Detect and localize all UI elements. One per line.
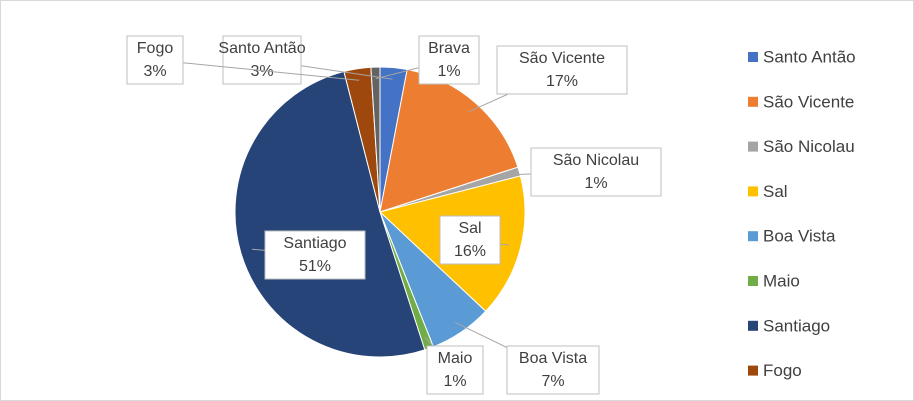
legend-label: Boa Vista	[763, 227, 836, 246]
data-label-name: Santiago	[283, 235, 346, 252]
data-label-box	[418, 35, 480, 85]
data-label-box	[506, 345, 600, 395]
legend-label: Fogo	[763, 361, 802, 380]
data-label-box	[496, 45, 628, 95]
data-label-value: 51%	[299, 258, 331, 275]
legend-swatch	[748, 365, 758, 376]
legend-label: São Nicolau	[763, 137, 855, 156]
legend-swatch	[748, 96, 758, 107]
data-label-name: Fogo	[137, 40, 174, 57]
data-label-box	[264, 230, 366, 280]
pie-slice	[370, 66, 381, 213]
data-label-box	[426, 345, 484, 395]
data-label-name: São Nicolau	[553, 152, 639, 169]
data-label-value: 7%	[541, 373, 564, 390]
data-label-name: Maio	[438, 350, 473, 367]
data-label-box	[222, 35, 302, 85]
data-label-name: Boa Vista	[519, 350, 587, 367]
data-label-name: Brava	[428, 40, 470, 57]
data-label-value: 3%	[250, 63, 273, 80]
legend-label: Santiago	[763, 316, 830, 335]
legend-label: Sal	[763, 182, 788, 201]
data-label-box	[439, 215, 501, 265]
pie-slice	[234, 70, 426, 358]
legend-swatch	[748, 52, 758, 62]
data-label-name: São Vicente	[519, 50, 605, 67]
legend-label: Santo Antão	[763, 47, 856, 66]
legend-label: Maio	[763, 271, 800, 290]
legend-swatch	[748, 186, 758, 197]
data-label-value: 1%	[584, 175, 607, 192]
legend-label: São Vicente	[763, 92, 854, 111]
data-label-value: 1%	[443, 373, 466, 390]
legend-swatch	[748, 141, 758, 152]
leader-line	[154, 59, 360, 81]
data-label-value: 1%	[437, 63, 460, 80]
data-label-value: 17%	[546, 73, 578, 90]
data-label-value: 16%	[454, 243, 486, 260]
legend-swatch	[748, 320, 758, 331]
legend-swatch	[748, 276, 758, 286]
data-label-value: 3%	[143, 63, 166, 80]
legend-swatch	[748, 231, 758, 242]
data-label-box	[530, 147, 662, 197]
data-label-box	[126, 35, 184, 85]
data-label-name: Sal	[458, 220, 481, 237]
data-label-name: Santo Antão	[218, 40, 305, 57]
